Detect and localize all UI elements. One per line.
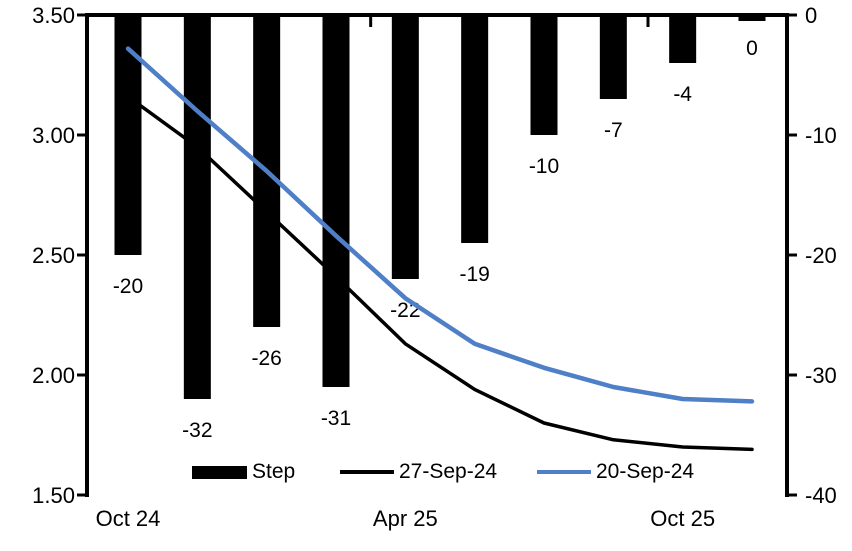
left-axis-tick-label: 3.50	[32, 3, 75, 28]
bar-data-label: -7	[604, 119, 623, 142]
legend-label-27-sep-24: 27-Sep-24	[399, 460, 498, 483]
blue-line-series	[125, 46, 755, 404]
right-axis-tick-label: -40	[805, 483, 837, 508]
legend-item-20-sep-24: 20-Sep-24	[537, 459, 694, 485]
right-axis-tick-label: 0	[805, 3, 817, 28]
legend-label-20-sep-24: 20-Sep-24	[596, 460, 695, 483]
bar-data-label: -32	[182, 419, 212, 442]
right-axis-tick-label: -20	[805, 243, 837, 268]
bar-data-label: 0	[746, 37, 758, 60]
x-axis-tick-label: Oct 25	[650, 506, 715, 531]
right-axis-tick-label: -10	[805, 123, 837, 148]
bar-data-label: -19	[459, 263, 489, 286]
bar-data-label: -26	[251, 347, 281, 370]
right-axis-tick-label: -30	[805, 363, 837, 388]
left-axis-tick-label: 2.50	[32, 243, 75, 268]
legend: Step 27-Sep-24 20-Sep-24	[0, 459, 852, 485]
bar	[322, 15, 350, 387]
legend-item-27-sep-24: 27-Sep-24	[340, 459, 497, 485]
bar	[738, 15, 766, 21]
bar	[391, 15, 419, 279]
left-axis-tick-label: 3.00	[32, 123, 75, 148]
step-bar-swatch	[192, 465, 247, 479]
x-axis-tick-label: Oct 24	[96, 506, 161, 531]
bar	[669, 15, 697, 63]
bar-data-label: -31	[321, 407, 351, 430]
bar	[183, 15, 211, 399]
bar	[599, 15, 627, 99]
x-axis-tick-label: Apr 25	[373, 506, 438, 531]
left-axis-tick-label: 1.50	[32, 483, 75, 508]
black-line-swatch	[340, 470, 394, 474]
bar-data-label: -22	[390, 299, 420, 322]
legend-item-step: Step	[192, 459, 295, 485]
bar	[461, 15, 489, 243]
legend-label-step: Step	[252, 460, 296, 483]
bar-data-label: -20	[113, 275, 143, 298]
bar-data-label: -4	[673, 83, 692, 106]
bar	[530, 15, 558, 135]
black-line-series	[126, 94, 754, 452]
blue-line-swatch	[537, 469, 591, 475]
bar-data-label: -10	[529, 155, 559, 178]
left-axis-tick-label: 2.00	[32, 363, 75, 388]
